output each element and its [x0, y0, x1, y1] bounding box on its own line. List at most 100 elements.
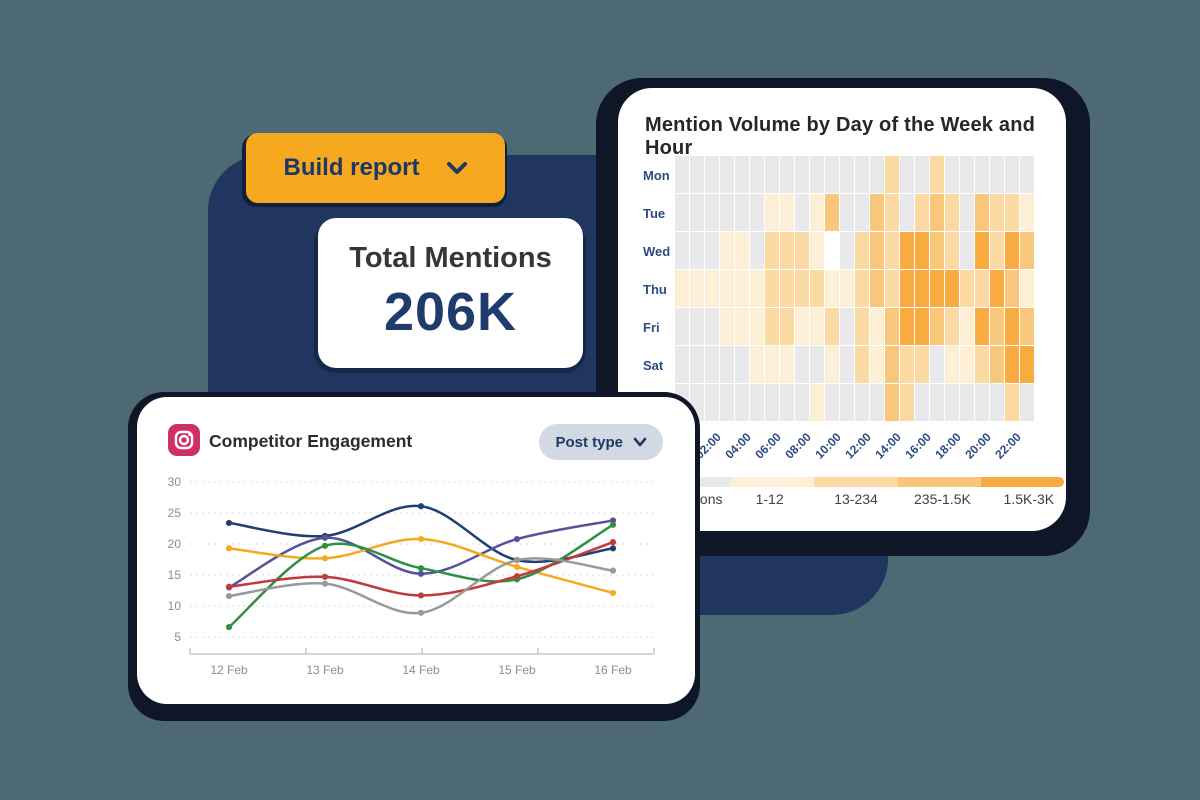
heatmap-cell	[675, 308, 689, 345]
total-mentions-title: Total Mentions	[349, 242, 552, 274]
heatmap-cell	[810, 384, 824, 421]
legend-label: 235-1.5K	[914, 491, 971, 507]
data-point-red	[609, 539, 617, 546]
legend-swatch	[980, 477, 1064, 487]
heatmap-cell	[795, 384, 809, 421]
heatmap-cell	[705, 270, 719, 307]
heatmap-cell	[915, 346, 929, 383]
heatmap-day-label: Fri	[643, 319, 660, 335]
heatmap-cell	[960, 194, 974, 231]
heatmap-cell	[810, 270, 824, 307]
heatmap-cell	[795, 232, 809, 269]
heatmap-cell	[675, 270, 689, 307]
y-axis-tick-label: 5	[174, 630, 181, 644]
heatmap-cell	[705, 346, 719, 383]
x-axis-tick-label: 13 Feb	[306, 663, 344, 677]
data-point-green	[225, 623, 233, 631]
heatmap-cell	[750, 194, 764, 231]
heatmap-cell	[720, 270, 734, 307]
heatmap-cell	[990, 156, 1004, 193]
heatmap-cell	[915, 156, 929, 193]
heatmap-cell	[735, 308, 749, 345]
heatmap-cell	[780, 384, 794, 421]
heatmap-cell	[720, 232, 734, 269]
heatmap-day-label: Thu	[643, 281, 667, 297]
data-point-orange	[417, 535, 425, 543]
heatmap-cell	[690, 156, 704, 193]
heatmap-grid	[675, 156, 1034, 421]
heatmap-cell	[885, 346, 899, 383]
data-point-orange	[225, 545, 233, 552]
data-point-red	[225, 583, 233, 590]
heatmap-cell	[900, 308, 914, 345]
data-point-red	[417, 592, 425, 599]
build-report-label: Build report	[283, 154, 420, 181]
heatmap-cell	[1005, 156, 1019, 193]
heatmap-cell	[915, 270, 929, 307]
heatmap-card: Mention Volume by Day of the Week and Ho…	[618, 88, 1066, 531]
heatmap-cell	[735, 346, 749, 383]
heatmap-cell	[900, 232, 914, 269]
data-point-violet	[321, 534, 329, 541]
heatmap-cell	[690, 232, 704, 269]
heatmap-cell	[825, 384, 839, 421]
heatmap-cell	[960, 270, 974, 307]
heatmap-cell	[945, 232, 959, 269]
heatmap-cell	[750, 270, 764, 307]
heatmap-cell	[810, 346, 824, 383]
heatmap-cell	[990, 384, 1004, 421]
heatmap-cell	[870, 384, 884, 421]
heatmap-cell	[945, 346, 959, 383]
heatmap-cell	[855, 194, 869, 231]
heatmap-hour-label: 20:00	[962, 430, 994, 462]
heatmap-cell	[750, 156, 764, 193]
x-axis-tick-label: 16 Feb	[594, 663, 632, 677]
heatmap-cell	[840, 194, 854, 231]
heatmap-cell	[1005, 194, 1019, 231]
x-axis-tick-label: 14 Feb	[402, 663, 440, 677]
heatmap-cell	[975, 232, 989, 269]
heatmap-cell	[780, 346, 794, 383]
heatmap-cell	[705, 232, 719, 269]
heatmap-cell	[735, 384, 749, 421]
heatmap-cell	[960, 346, 974, 383]
heatmap-cell	[705, 308, 719, 345]
heatmap-day-label: Tue	[643, 205, 666, 221]
heatmap-cell	[735, 156, 749, 193]
heatmap-cell	[1020, 156, 1034, 193]
heatmap-cell	[930, 270, 944, 307]
heatmap-cell	[855, 308, 869, 345]
heatmap-cell	[1005, 384, 1019, 421]
heatmap-hour-label: 08:00	[782, 430, 814, 462]
series-line-navy	[227, 504, 615, 564]
heatmap-cell	[765, 270, 779, 307]
heatmap-cell	[675, 346, 689, 383]
heatmap-cell	[900, 346, 914, 383]
heatmap-cell	[945, 270, 959, 307]
heatmap-cell	[780, 308, 794, 345]
heatmap-cell	[1020, 308, 1034, 345]
heatmap-cell	[975, 346, 989, 383]
heatmap-cell	[840, 156, 854, 193]
heatmap-cell	[855, 384, 869, 421]
post-type-dropdown[interactable]: Post type	[539, 424, 663, 460]
heatmap-cell	[990, 308, 1004, 345]
heatmap-cell	[825, 232, 839, 269]
data-point-violet	[609, 517, 617, 524]
heatmap-cell	[1005, 270, 1019, 307]
heatmap-cell	[990, 194, 1004, 231]
heatmap-cell	[765, 194, 779, 231]
build-report-button[interactable]: Build report	[246, 133, 505, 203]
heatmap-cell	[960, 384, 974, 421]
data-point-orange	[513, 563, 521, 571]
heatmap-cell	[720, 308, 734, 345]
chevron-down-icon	[633, 437, 647, 447]
heatmap-cell	[795, 308, 809, 345]
heatmap-cell	[915, 308, 929, 345]
data-point-navy	[417, 503, 425, 510]
heatmap-cell	[960, 232, 974, 269]
heatmap-cell	[930, 156, 944, 193]
data-point-gray	[513, 557, 521, 564]
legend-label: 13-234	[834, 491, 878, 507]
